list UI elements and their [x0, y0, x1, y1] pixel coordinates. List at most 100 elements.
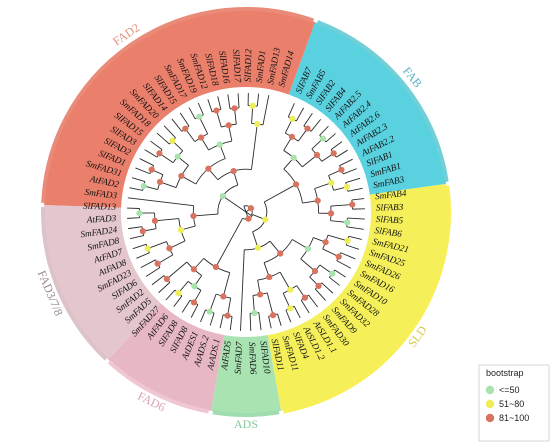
bootstrap-node	[169, 137, 176, 144]
bootstrap-node	[166, 245, 173, 252]
clade-sector-5	[44, 10, 316, 208]
bootstrap-node	[247, 205, 255, 212]
branch-82	[300, 258, 316, 272]
bootstrap-node	[220, 293, 227, 300]
bootstrap-node	[254, 244, 262, 251]
branch-91	[240, 249, 245, 331]
leaf-label: SlFAB5	[376, 214, 404, 226]
bootstrap-node	[230, 167, 237, 175]
branch-61	[285, 309, 292, 323]
bootstrap-node	[140, 182, 147, 190]
branch-58	[300, 299, 310, 314]
branch-108	[158, 282, 171, 294]
bootstrap-node	[225, 122, 232, 129]
bootstrap-node	[190, 266, 197, 273]
bootstrap-node	[216, 141, 223, 148]
bootstrap-node	[277, 250, 284, 257]
bootstrap-node	[288, 133, 296, 140]
branch-1	[295, 107, 305, 122]
branch-142	[131, 177, 146, 182]
bootstrap-node	[330, 150, 337, 157]
branch-93	[229, 316, 233, 331]
bootstrap-node	[338, 166, 345, 173]
branch-7	[325, 133, 336, 143]
bootstrap-node	[329, 270, 336, 277]
branch-181	[262, 95, 270, 126]
branch-103	[181, 299, 191, 313]
branch-156	[188, 107, 196, 120]
bootstrap-node	[163, 275, 170, 283]
bootstrap-node	[213, 107, 220, 114]
legend-swatch-mid	[485, 399, 495, 409]
bootstrap-node	[139, 228, 146, 235]
leaf-label: SmFAB4	[374, 188, 407, 202]
branch-67	[249, 313, 252, 331]
branch-49	[336, 260, 352, 269]
clade-arc-5	[41, 7, 315, 203]
clade-arc-1	[282, 185, 451, 414]
branch-157	[197, 102, 204, 115]
bootstrap-node	[289, 115, 296, 122]
branch-37	[302, 154, 318, 168]
bootstrap-node	[148, 166, 155, 173]
bootstrap-node	[327, 210, 335, 217]
leaf-label: SlFAB6	[374, 225, 403, 239]
bootstrap-node	[314, 197, 321, 204]
leaf-label: SlFAD10	[258, 340, 272, 374]
bootstrap-node	[290, 154, 297, 161]
bootstrap-node	[287, 305, 294, 312]
branch-193	[251, 123, 258, 170]
bootstrap-node	[154, 260, 161, 267]
branch-102	[190, 304, 199, 318]
leaf-label: SlFAB3	[376, 202, 404, 213]
branch-121	[132, 243, 147, 250]
branch-97	[200, 309, 206, 323]
branch-9	[330, 141, 343, 150]
clade-sector-4	[44, 204, 161, 360]
branch-48	[340, 252, 356, 260]
bootstrap-node	[343, 183, 350, 191]
leaf-label: SmFAD6	[247, 342, 258, 375]
branch-147	[144, 149, 158, 158]
branch-154	[179, 112, 190, 127]
clade-arcs	[41, 7, 451, 417]
branch-33	[330, 204, 353, 207]
leaf-labels: SlFAB7SmFAB5SlFAB2SlFAB4AtFAB2.5AtFAB2.4…	[80, 46, 410, 374]
leaf-label: SmFAD3	[84, 187, 118, 201]
leaf-label: AtFAD5	[219, 340, 233, 372]
branch-145	[139, 158, 154, 166]
bootstrap-node	[245, 215, 252, 222]
branch-151	[163, 125, 176, 138]
branch-10	[335, 149, 348, 158]
bootstrap-node	[190, 212, 197, 220]
bootstrap-node	[136, 209, 143, 217]
bootstrap-node	[178, 172, 185, 180]
branch-51	[334, 269, 346, 278]
bootstrap-node	[177, 226, 185, 234]
branch-208	[222, 195, 252, 216]
branch-130	[147, 241, 167, 250]
branch-160	[217, 96, 222, 110]
branch-118	[140, 259, 156, 269]
bootstrap-node	[206, 308, 213, 315]
bootstrap-node	[197, 134, 205, 141]
branch-106	[165, 289, 176, 301]
bootstrap-node	[311, 268, 319, 275]
branch-96	[209, 312, 215, 326]
clade-sector-3	[108, 303, 225, 411]
branch-148	[150, 140, 163, 151]
bootstrap-node	[144, 245, 151, 252]
bootstrap-node	[344, 237, 351, 244]
legend-label-low: <=50	[499, 385, 520, 395]
branch-109	[151, 275, 165, 286]
leaf-label: SlFAD12	[243, 49, 254, 83]
branch-21	[347, 217, 365, 220]
bootstrap-node	[335, 253, 342, 260]
bootstrap-node	[174, 153, 181, 160]
bootstrap-node	[191, 283, 198, 290]
bootstrap-node	[344, 219, 351, 226]
clade-sector-1	[267, 183, 448, 411]
branch-175	[198, 116, 209, 135]
bootstrap-node	[175, 289, 182, 297]
